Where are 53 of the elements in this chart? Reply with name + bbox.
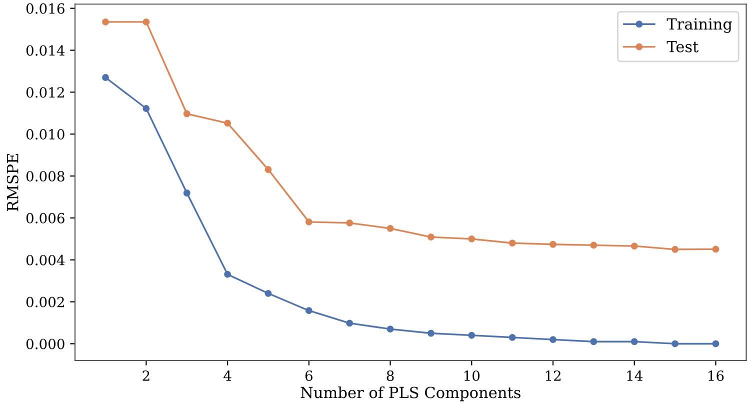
point [142,105,150,112]
x-tick-label: 4 [224,370,232,381]
y-tick-label: 0.002 [26,296,64,308]
y-tick-label: 0.006 [26,212,64,224]
y-tick-label: 0.008 [26,170,64,182]
point [550,336,556,344]
point [183,190,190,196]
y-axis-title: RMSPE [6,154,18,211]
point [224,270,232,278]
x-tick-label: 6 [305,370,312,381]
point [264,166,272,173]
point [264,290,272,297]
point [712,340,720,348]
point [183,110,190,118]
x-tick-label: 12 [546,370,560,381]
x-tick-label: 14 [627,370,643,381]
point [102,18,109,26]
point [346,220,354,226]
point [672,340,679,348]
point [346,320,354,327]
legend-label: Training [666,18,732,33]
point [550,240,556,248]
point [305,218,312,226]
point [142,18,150,26]
point [590,242,598,249]
point [305,307,312,314]
point [508,240,516,247]
point [427,234,434,240]
x-tick-label: 16 [708,370,724,381]
y-tick-label: 0.010 [26,129,64,140]
legend-label: Test [666,40,699,52]
x-tick-label: 8 [386,370,394,381]
point [712,246,720,253]
point [672,246,679,253]
y-tick-label: 0.004 [26,254,65,266]
y-tick-label: 0.014 [26,45,65,56]
point [386,224,394,232]
x-axis-title: Number of PLS Components [300,386,520,402]
point [468,235,476,242]
point [630,338,638,346]
point [590,338,598,346]
y-tick-label: 0.000 [26,338,64,350]
y-tick-label: 0.016 [26,3,64,14]
x-tick-label: 2 [142,370,150,381]
point [630,242,638,250]
x-tick-label: 10 [464,370,480,381]
point [102,74,109,81]
y-tick-label: 0.012 [26,87,64,98]
point [468,332,476,339]
point [427,330,434,337]
point [224,120,232,127]
point [508,334,516,341]
point [386,326,394,333]
